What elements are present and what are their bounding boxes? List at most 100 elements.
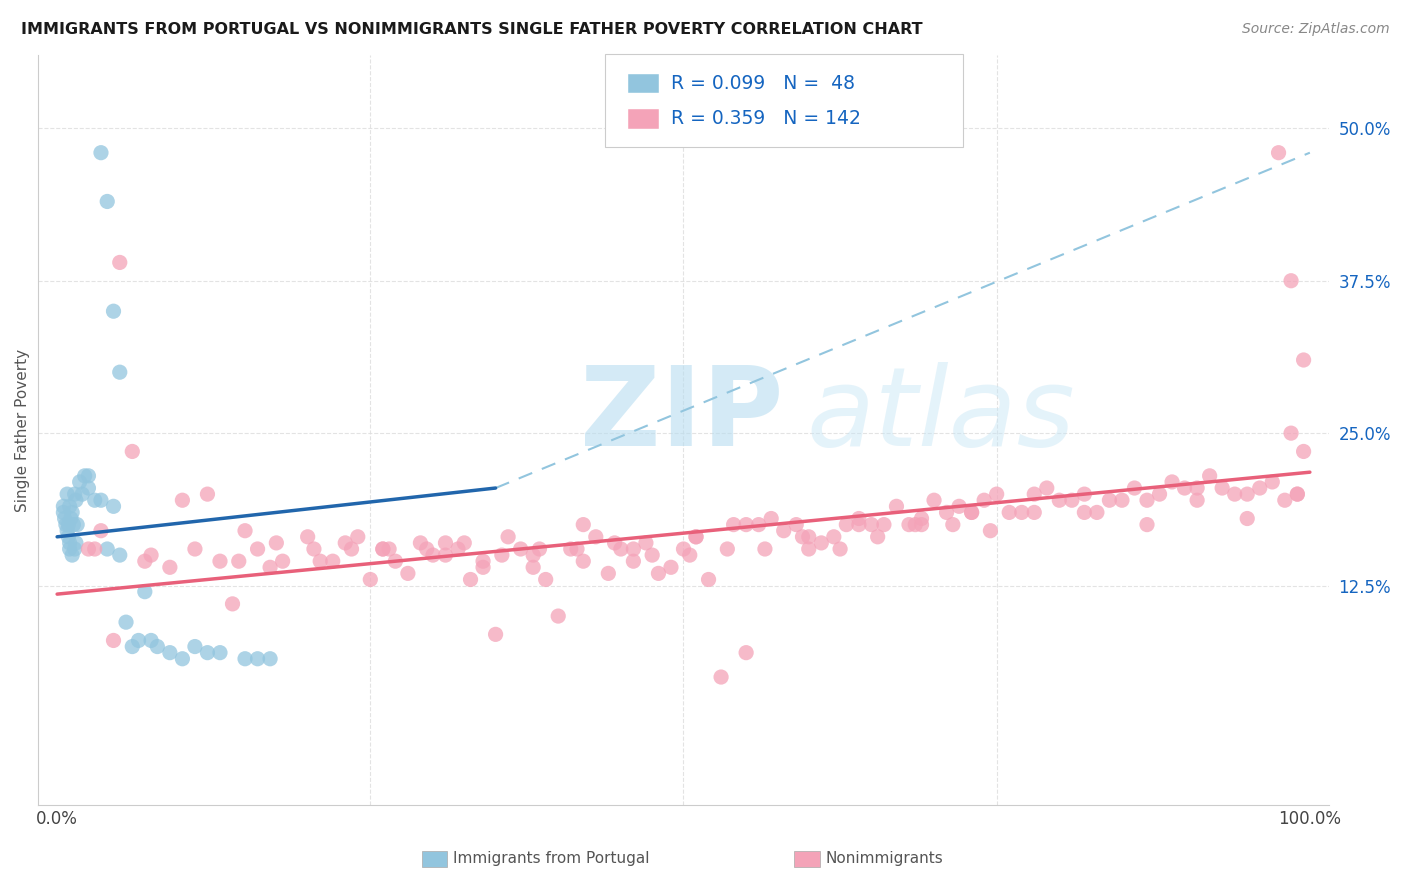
Point bbox=[197, 487, 219, 501]
Point bbox=[572, 517, 595, 532]
Point bbox=[1085, 505, 1108, 519]
Point bbox=[66, 517, 89, 532]
Point bbox=[910, 517, 932, 532]
Point bbox=[1286, 487, 1309, 501]
Point bbox=[792, 530, 814, 544]
Point bbox=[73, 468, 96, 483]
Point bbox=[1236, 511, 1258, 525]
Point bbox=[208, 554, 231, 568]
Point bbox=[948, 500, 970, 514]
Point bbox=[172, 493, 194, 508]
Text: R = 0.099   N =  48: R = 0.099 N = 48 bbox=[671, 74, 855, 93]
Point bbox=[409, 536, 432, 550]
Point bbox=[83, 493, 105, 508]
Point bbox=[1279, 426, 1302, 441]
Point bbox=[55, 517, 77, 532]
Point bbox=[1185, 481, 1208, 495]
Point bbox=[522, 548, 544, 562]
Point bbox=[873, 517, 896, 532]
Text: R = 0.359   N = 142: R = 0.359 N = 142 bbox=[671, 110, 860, 128]
Point bbox=[565, 541, 588, 556]
Point bbox=[1211, 481, 1233, 495]
Point bbox=[634, 536, 657, 550]
Point bbox=[598, 566, 620, 581]
Point bbox=[886, 500, 908, 514]
Text: Source: ZipAtlas.com: Source: ZipAtlas.com bbox=[1241, 22, 1389, 37]
Point bbox=[529, 541, 551, 556]
Point bbox=[472, 554, 495, 568]
Point bbox=[1279, 274, 1302, 288]
Point bbox=[697, 573, 720, 587]
Point bbox=[271, 554, 294, 568]
Text: Immigrants from Portugal: Immigrants from Portugal bbox=[453, 851, 650, 865]
Point bbox=[121, 444, 143, 458]
Point bbox=[735, 517, 758, 532]
Point bbox=[134, 554, 156, 568]
Point bbox=[453, 536, 475, 550]
Text: IMMIGRANTS FROM PORTUGAL VS NONIMMIGRANTS SINGLE FATHER POVERTY CORRELATION CHAR: IMMIGRANTS FROM PORTUGAL VS NONIMMIGRANT… bbox=[21, 22, 922, 37]
Point bbox=[58, 530, 80, 544]
Text: ZIP: ZIP bbox=[581, 361, 783, 468]
Point bbox=[659, 560, 682, 574]
Point bbox=[65, 536, 87, 550]
Point bbox=[297, 530, 319, 544]
Point bbox=[69, 475, 91, 489]
Point bbox=[59, 536, 82, 550]
Point bbox=[1261, 475, 1284, 489]
Point bbox=[322, 554, 344, 568]
Point bbox=[716, 541, 738, 556]
Point bbox=[998, 505, 1021, 519]
Point bbox=[534, 573, 557, 587]
Point bbox=[59, 511, 82, 525]
Point bbox=[60, 505, 83, 519]
Point bbox=[58, 517, 80, 532]
Point bbox=[65, 493, 87, 508]
Point bbox=[139, 633, 162, 648]
Point bbox=[603, 536, 626, 550]
Point bbox=[434, 536, 457, 550]
Point bbox=[1267, 145, 1289, 160]
Point bbox=[860, 517, 883, 532]
Point bbox=[641, 548, 664, 562]
Point bbox=[184, 640, 207, 654]
Point bbox=[1149, 487, 1171, 501]
Point bbox=[70, 487, 93, 501]
Point bbox=[1060, 493, 1083, 508]
Point bbox=[1274, 493, 1296, 508]
Point bbox=[472, 560, 495, 574]
Point bbox=[560, 541, 582, 556]
Point bbox=[184, 541, 207, 556]
Point bbox=[754, 541, 776, 556]
Point bbox=[259, 560, 281, 574]
Y-axis label: Single Father Poverty: Single Father Poverty bbox=[15, 349, 30, 512]
Point bbox=[679, 548, 702, 562]
Point bbox=[90, 524, 112, 538]
Point bbox=[723, 517, 745, 532]
Point bbox=[53, 511, 76, 525]
Point bbox=[208, 646, 231, 660]
Point bbox=[547, 609, 569, 624]
Point bbox=[1236, 487, 1258, 501]
Point bbox=[246, 541, 269, 556]
Point bbox=[898, 517, 921, 532]
Point bbox=[1111, 493, 1133, 508]
Point bbox=[848, 517, 870, 532]
Point bbox=[935, 505, 957, 519]
Point bbox=[146, 640, 169, 654]
Point bbox=[335, 536, 357, 550]
Point bbox=[159, 560, 181, 574]
Point bbox=[621, 541, 644, 556]
Point bbox=[415, 541, 437, 556]
Point bbox=[672, 541, 695, 556]
Point bbox=[1073, 505, 1095, 519]
Point bbox=[396, 566, 419, 581]
Point bbox=[56, 487, 79, 501]
Point bbox=[572, 554, 595, 568]
Point bbox=[340, 541, 363, 556]
Point bbox=[60, 548, 83, 562]
Point bbox=[266, 536, 288, 550]
Point bbox=[835, 517, 858, 532]
Point bbox=[460, 573, 482, 587]
Point bbox=[90, 493, 112, 508]
Point bbox=[346, 530, 368, 544]
